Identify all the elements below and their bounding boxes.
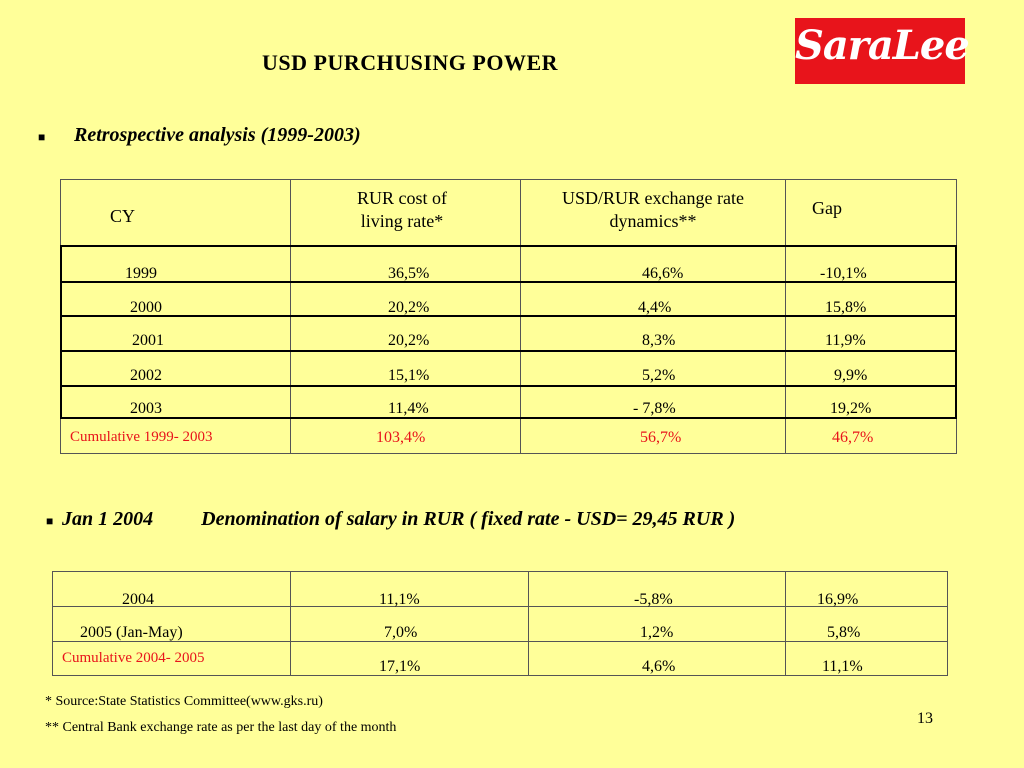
table-row-2005-gap: 5,8% — [827, 624, 861, 641]
table-row-1999-rate: 46,6% — [642, 265, 684, 282]
table-row-2005-rate: 1,2% — [640, 624, 674, 641]
table-row-2001-year: 2001 — [132, 332, 164, 349]
denomination-text: Denomination of salary in RUR ( fixed ra… — [201, 508, 736, 530]
cumulative-2004-2005-rate: 4,6% — [642, 658, 676, 675]
square-bullet-icon: ■ — [46, 514, 54, 528]
header-rur-cost-line2: living rate* — [360, 211, 444, 232]
table-row-2000-rate: 4,4% — [638, 299, 672, 316]
table-row-2001-gap: 11,9% — [825, 332, 866, 349]
table-row-2005-year: 2005 (Jan-May) — [80, 624, 183, 641]
table-row-2002-cost: 15,1% — [388, 367, 430, 384]
cumulative-1999-2003-label: Cumulative 1999- 2003 — [70, 429, 213, 445]
header-rur-cost: RUR cost of living rate* — [292, 187, 512, 234]
table-row-2004-rate: -5,8% — [634, 591, 673, 608]
section-heading-denomination: Jan 1 2004 Denomination of salary in RUR … — [62, 508, 735, 531]
table-row-2000-year: 2000 — [130, 299, 162, 316]
logo-text: SaraLee — [795, 22, 970, 69]
header-cy: CY — [110, 206, 136, 226]
retrospective-table: CY RUR cost of living rate* USD/RUR exch… — [60, 179, 957, 454]
section-heading-retrospective: Retrospective analysis (1999-2003) — [74, 124, 361, 146]
table-row-1999-year: 1999 — [125, 265, 157, 282]
sara-lee-logo: SaraLee — [795, 18, 970, 84]
header-exchange-rate-line1: USD/RUR exchange rate — [562, 188, 744, 208]
denomination-date: Jan 1 2004 — [62, 508, 154, 530]
table-row-2004-year: 2004 — [122, 591, 154, 608]
table-row-2003-cost: 11,4% — [388, 400, 429, 417]
table-row-2001-rate: 8,3% — [642, 332, 676, 349]
table-row-2000-cost: 20,2% — [388, 299, 430, 316]
table-row-2002-rate: 5,2% — [642, 367, 676, 384]
slide-title: USD PURCHUSING POWER — [262, 50, 559, 75]
denomination-table: 2004 11,1% -5,8% 16,9% 2005 (Jan-May) 7,… — [52, 571, 948, 676]
header-rur-cost-line1: RUR cost of — [357, 188, 447, 208]
table-row-2003-gap: 19,2% — [830, 400, 872, 417]
cumulative-1999-2003-rate: 56,7% — [640, 429, 682, 446]
table-row-2003-rate: - 7,8% — [633, 400, 676, 417]
table-row-1999-gap: -10,1% — [820, 265, 867, 282]
table-row-2005-cost: 7,0% — [384, 624, 418, 641]
cumulative-2004-2005-label: Cumulative 2004- 2005 — [62, 650, 205, 666]
header-exchange-rate: USD/RUR exchange rate dynamics** — [522, 187, 784, 234]
table-row-2004-gap: 16,9% — [817, 591, 859, 608]
cumulative-1999-2003-cost: 103,4% — [376, 429, 426, 446]
cumulative-1999-2003-gap: 46,7% — [832, 429, 874, 446]
cumulative-2004-2005-cost: 17,1% — [379, 658, 421, 675]
header-exchange-rate-line2: dynamics** — [609, 211, 697, 232]
table-row-2001-cost: 20,2% — [388, 332, 430, 349]
table-row-1999-cost: 36,5% — [388, 265, 430, 282]
table-row-2003-year: 2003 — [130, 400, 162, 417]
table-row-2002-year: 2002 — [130, 367, 162, 384]
cumulative-2004-2005-gap: 11,1% — [822, 658, 863, 675]
square-bullet-icon: ■ — [38, 130, 46, 144]
page-number: 13 — [917, 710, 933, 727]
table-row-2000-gap: 15,8% — [825, 299, 867, 316]
header-gap: Gap — [812, 198, 842, 218]
table-row-2004-cost: 11,1% — [379, 591, 420, 608]
table-row-2002-gap: 9,9% — [834, 367, 868, 384]
footnote-central-bank: ** Central Bank exchange rate as per the… — [45, 720, 397, 735]
footnote-source: * Source:State Statistics Committee(www.… — [45, 694, 323, 709]
